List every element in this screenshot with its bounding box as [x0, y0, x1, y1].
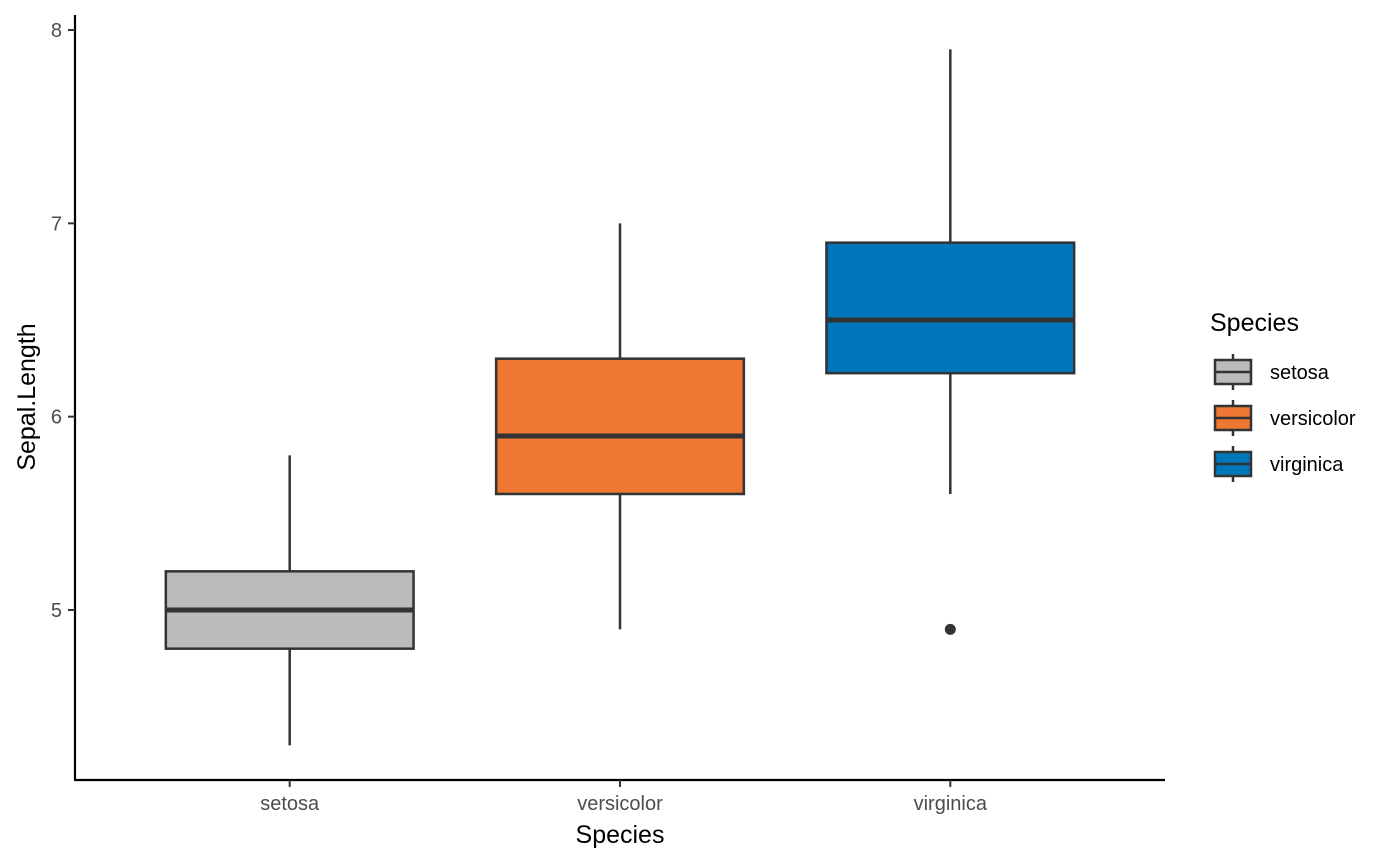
legend-label: virginica	[1270, 454, 1344, 476]
plot-area	[164, 49, 1076, 746]
box-versicolor	[494, 223, 746, 630]
legend-label: versicolor	[1270, 408, 1356, 430]
x-axis: setosa versicolor virginica	[74, 778, 1165, 815]
x-axis-title: Species	[576, 821, 665, 849]
legend-item-setosa: setosa	[1213, 354, 1330, 390]
y-axis: 5 6 7 8	[51, 15, 77, 781]
x-tick-label: setosa	[260, 793, 320, 815]
outlier-point	[944, 623, 956, 635]
y-tick-label: 5	[51, 600, 62, 622]
x-tick-label: virginica	[914, 793, 988, 815]
y-axis-title: Sepal.Length	[13, 323, 41, 470]
x-tick-label: versicolor	[577, 793, 663, 815]
legend-item-virginica: virginica	[1213, 446, 1344, 482]
legend-label: setosa	[1270, 362, 1330, 384]
y-tick-label: 7	[51, 213, 62, 235]
legend-item-versicolor: versicolor	[1213, 400, 1356, 436]
legend-title: Species	[1210, 309, 1299, 337]
y-tick-label: 6	[51, 407, 62, 429]
y-tick-label: 8	[51, 20, 62, 42]
box-iqr	[825, 241, 1076, 375]
box-setosa	[164, 455, 415, 746]
legend: Species setosa versicolor virginica	[1210, 309, 1356, 482]
box-iqr	[494, 357, 746, 496]
box-virginica	[825, 49, 1076, 635]
